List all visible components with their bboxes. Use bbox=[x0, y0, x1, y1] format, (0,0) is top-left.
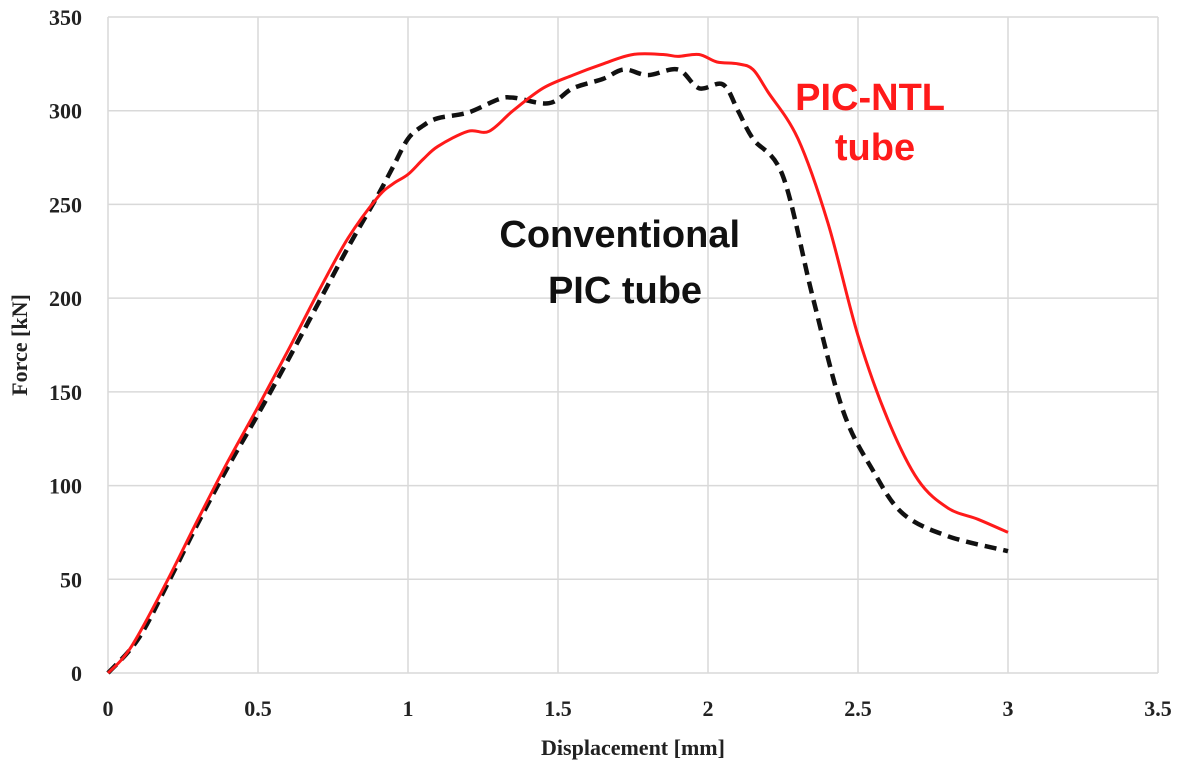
y-tick-label: 100 bbox=[49, 474, 82, 499]
x-tick-label: 1.5 bbox=[544, 696, 572, 721]
y-tick-label: 250 bbox=[49, 192, 82, 217]
series-line-conventional-pic-tube bbox=[106, 66, 1009, 675]
x-axis-label: Displacement [mm] bbox=[541, 735, 725, 760]
y-tick-label: 350 bbox=[49, 5, 82, 30]
x-tick-label: 2.5 bbox=[844, 696, 872, 721]
x-tick-labels: 0 0.5 1 1.5 2 2.5 3 3.5 bbox=[103, 696, 1172, 721]
annotation-line: tube bbox=[835, 127, 915, 169]
y-tick-labels: 0 50 100 150 200 250 300 350 bbox=[49, 5, 82, 686]
series-group bbox=[106, 52, 1009, 675]
y-tick-label: 200 bbox=[49, 286, 82, 311]
annotation-pic-ntl: PIC-NTL tube bbox=[795, 77, 955, 169]
grid bbox=[107, 16, 1159, 674]
y-tick-label: 150 bbox=[49, 380, 82, 405]
annotation-line: PIC-NTL bbox=[795, 77, 945, 119]
series-line-pic-ntl-tube bbox=[106, 52, 1009, 675]
annotation-conventional: Conventional PIC tube bbox=[499, 214, 750, 312]
x-tick-label: 0.5 bbox=[244, 696, 272, 721]
y-tick-label: 300 bbox=[49, 99, 82, 124]
annotation-line: Conventional bbox=[499, 214, 740, 256]
y-tick-label: 0 bbox=[71, 661, 82, 686]
x-tick-label: 2 bbox=[703, 696, 714, 721]
x-tick-label: 1 bbox=[403, 696, 414, 721]
x-tick-label: 3.5 bbox=[1144, 696, 1172, 721]
y-tick-label: 50 bbox=[60, 567, 82, 592]
x-tick-label: 0 bbox=[103, 696, 114, 721]
y-axis-label: Force [kN] bbox=[7, 294, 32, 396]
annotation-line: PIC tube bbox=[548, 270, 702, 312]
x-tick-label: 3 bbox=[1003, 696, 1014, 721]
